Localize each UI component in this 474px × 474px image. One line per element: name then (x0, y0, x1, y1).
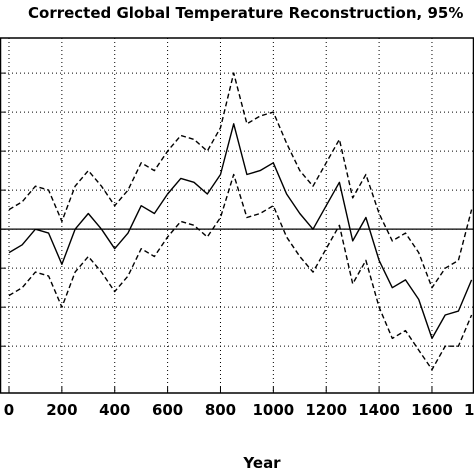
x-tick-label: 1200 (305, 401, 347, 419)
series-line (8, 173, 473, 371)
x-tick-label: 800 (205, 401, 236, 419)
x-tick-label: 1400 (358, 401, 400, 419)
x-tick-label: 600 (152, 401, 183, 419)
x-tick-label: 1600 (411, 401, 453, 419)
x-tick-label: 0 (4, 401, 14, 419)
plot-frame (0, 37, 474, 394)
series-line (8, 72, 473, 289)
series-line (8, 123, 473, 340)
x-tick-label: 200 (46, 401, 77, 419)
x-tick-label: 400 (99, 401, 130, 419)
x-tick-label: 1800 (464, 401, 474, 419)
x-axis-label: Year (242, 454, 281, 472)
x-tick-label: 1000 (252, 401, 294, 419)
chart-title: Corrected Global Temperature Reconstruct… (28, 4, 463, 22)
